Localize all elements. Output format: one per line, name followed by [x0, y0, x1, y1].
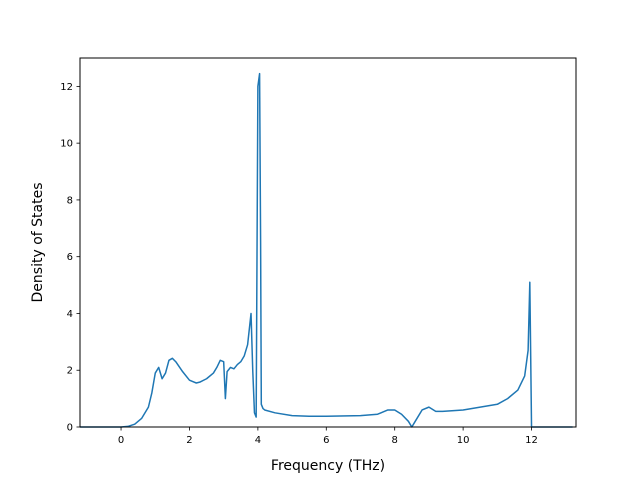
x-tick-label: 12	[525, 435, 538, 446]
y-tick-label: 8	[67, 195, 73, 206]
y-tick-label: 4	[67, 309, 73, 320]
y-tick-label: 6	[67, 252, 73, 263]
x-axis-label: Frequency (THz)	[271, 458, 385, 474]
y-axis-ticks: 0 2 4 6 8 10 12	[60, 82, 80, 434]
x-tick-label: 10	[457, 435, 470, 446]
curve-layer	[80, 72, 573, 428]
y-tick-label: 12	[60, 82, 73, 93]
y-tick-label: 2	[67, 366, 73, 377]
x-tick-label: 6	[323, 435, 329, 446]
y-tick-label: 0	[67, 423, 73, 434]
y-axis-label: Density of States	[30, 183, 46, 303]
dos-curve	[80, 72, 573, 428]
x-tick-label: 2	[186, 435, 192, 446]
x-tick-label: 8	[392, 435, 398, 446]
x-axis-ticks: 0 2 4 6 8 10 12	[118, 427, 538, 446]
y-tick-label: 10	[60, 139, 73, 150]
x-tick-label: 4	[255, 435, 261, 446]
x-tick-label: 0	[118, 435, 124, 446]
plot-area	[80, 58, 576, 427]
plot-frame	[79, 57, 577, 428]
